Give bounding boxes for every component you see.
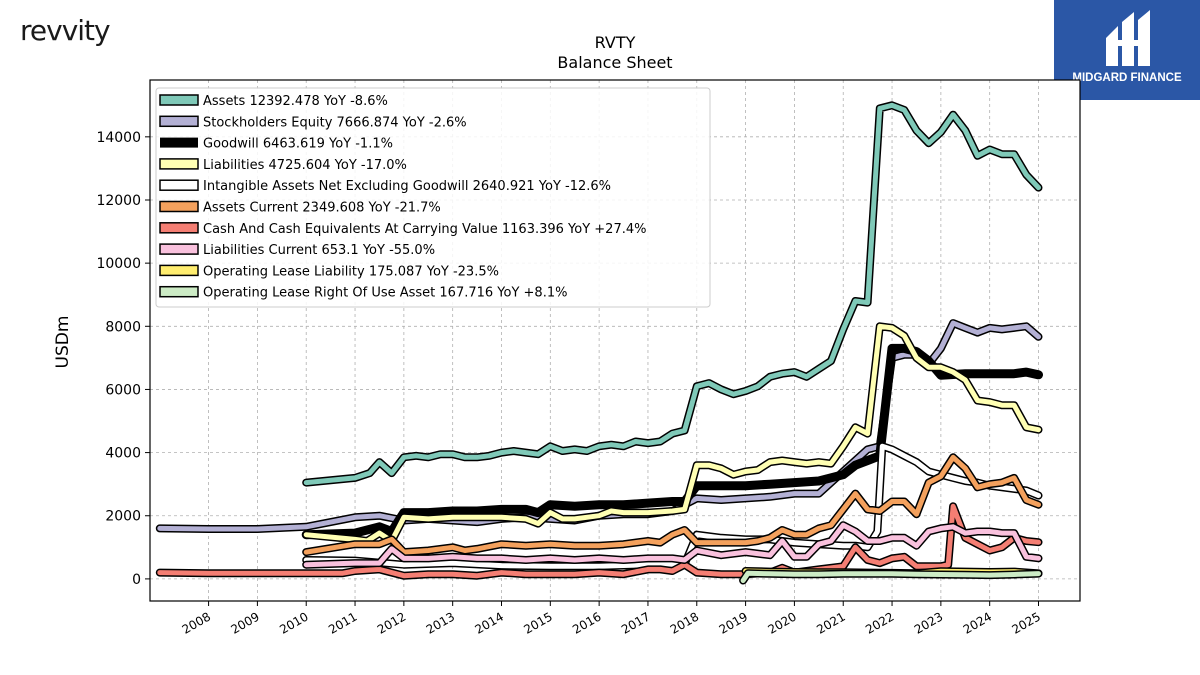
x-tick-label: 2020 [765,609,798,636]
svg-text:MIDGARD FINANCE: MIDGARD FINANCE [1072,72,1182,84]
legend-entry-cash-and-cash-equivalents-at-carrying-value: Cash And Cash Equivalents At Carrying Va… [203,222,646,237]
plot-frame [149,79,1081,602]
legend-entry-liabilities-current: Liabilities Current 653.1 YoY -55.0% [203,243,435,258]
x-tick-label: 2022 [863,609,896,636]
series-line-goodwill [301,343,1043,540]
legend-swatch-assets [159,94,199,106]
legend-swatch-intangible-assets-net-excluding-goodwill [159,179,199,191]
legend-entry-liabilities: Liabilities 4725.604 YoY -17.0% [203,158,407,173]
y-tick-label: 6000 [105,382,141,398]
legend-swatch-liabilities [159,158,199,170]
series-line-liabilities [303,323,1041,544]
legend-swatch-operating-lease-liability [159,264,199,277]
plot-area: 0 2000 4000 6000 8000 10000 12000 14000 2008 2009… [96,79,1081,637]
x-tick-label: 2021 [814,609,847,636]
x-tick-label: 2011 [326,609,359,636]
x-tick-label: 2015 [521,609,554,636]
legend-box [155,87,711,308]
x-tick-label: 2016 [570,609,603,636]
x-tick-label: 2012 [375,609,408,636]
legend-entry-intangible-assets-net-excluding-goodwill: Intangible Assets Net Excluding Goodwill… [203,179,611,194]
legend-entry-goodwill: Goodwill 6463.619 YoY -1.1% [203,137,393,152]
series-line-assets-current [303,454,1041,555]
chart-title: RVTY [595,33,636,52]
y-tick-label: 4000 [105,446,141,462]
legend-swatch-goodwill [160,137,198,148]
x-tick-label: 2023 [912,609,945,636]
chart-subtitle: Balance Sheet [557,53,672,72]
x-tick-label: 2017 [619,609,652,636]
x-tick-label: 2014 [473,609,506,636]
series-line-cash-and-cash-equivalents-at-carrying-value [157,503,1041,579]
y-tick-label: 14000 [96,130,141,146]
legend-entry-assets-current: Assets Current 2349.608 YoY -21.7% [203,201,441,216]
x-tick-label: 2024 [961,609,994,636]
legend-entry-stockholders-equity: Stockholders Equity 7666.874 YoY -2.6% [203,115,467,130]
series-line-liabilities-current [303,522,1041,568]
legend-entry-assets: Assets 12392.478 YoY -8.6% [203,94,388,109]
legend-swatch-liabilities-current [159,243,199,255]
y-tick-label: 0 [132,572,141,588]
x-tick-label: 2018 [668,609,701,636]
x-tick-label: 2019 [717,609,750,636]
legend-swatch-stockholders-equity [159,115,199,128]
series-line-operating-lease-right-of-use-asset [740,570,1041,583]
x-tick-label: 2008 [180,609,213,636]
legend-entry-operating-lease-liability: Operating Lease Liability 175.087 YoY -2… [203,264,499,279]
y-tick-label: 10000 [96,256,141,272]
legend-swatch-operating-lease-right-of-use-asset [159,285,199,298]
y-tick-label: 12000 [96,193,141,209]
legend-entry-operating-lease-right-of-use-asset: Operating Lease Right Of Use Asset 167.7… [203,286,567,301]
series-line-assets [303,102,1041,486]
x-tick-label: 2013 [424,609,457,636]
legend-swatch-cash-and-cash-equivalents-at-carrying-value [159,222,199,234]
legend-swatch-assets-current [159,200,199,213]
y-tick-label: 8000 [105,319,141,335]
revvity-logo: revvity [20,14,111,47]
x-tick-label: 2009 [228,609,261,636]
y-tick-label: 2000 [105,509,141,525]
y-axis-label: USDm [53,316,73,369]
x-tick-label: 2010 [277,609,310,636]
x-tick-label: 2025 [1010,609,1043,636]
